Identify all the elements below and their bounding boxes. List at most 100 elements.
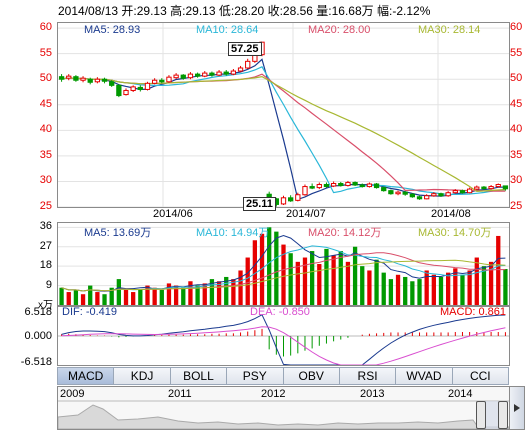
volume-bar bbox=[188, 281, 193, 305]
tab-obv[interactable]: OBV bbox=[282, 367, 340, 385]
tab-kdj[interactable]: KDJ bbox=[113, 367, 171, 385]
tab-psy[interactable]: PSY bbox=[226, 367, 284, 385]
volume-bar bbox=[88, 285, 93, 305]
price-ytick-right: 45 bbox=[510, 97, 523, 110]
nav-arrow-icon bbox=[514, 404, 520, 412]
volume-value: 16.68万 bbox=[331, 4, 374, 18]
price-ytick-left: 35 bbox=[39, 148, 52, 161]
candle-body bbox=[459, 190, 466, 194]
candle-body bbox=[474, 186, 480, 190]
tab-boll[interactable]: BOLL bbox=[169, 367, 228, 385]
dea-label: DEA: -0.850 bbox=[250, 306, 310, 318]
volume-bar bbox=[424, 270, 429, 305]
candle-body bbox=[359, 184, 365, 188]
volume-bar bbox=[431, 274, 436, 305]
volume-bar bbox=[123, 289, 129, 305]
nav-right-handle[interactable] bbox=[498, 401, 508, 429]
volume-bar bbox=[338, 251, 343, 305]
macd-label: MACD: 0.861 bbox=[440, 306, 507, 318]
nav-year-2012: 2012 bbox=[261, 388, 286, 400]
candle-body bbox=[202, 72, 208, 77]
price-ytick-right: 60 bbox=[510, 21, 523, 34]
nav-year-2014: 2014 bbox=[448, 388, 473, 400]
volume-ytick: 9 bbox=[45, 278, 52, 291]
vol-ma5-line bbox=[61, 234, 506, 292]
macd-ytick-zero: 0.000 bbox=[24, 330, 52, 342]
volume-bar bbox=[267, 227, 272, 305]
volume-bar bbox=[496, 235, 501, 305]
vol-ma30-line bbox=[61, 259, 506, 292]
low-callout: 25.11 bbox=[243, 197, 276, 211]
volume-bar bbox=[417, 279, 422, 305]
volume-bar bbox=[116, 279, 121, 305]
volume-panel[interactable] bbox=[57, 222, 510, 306]
volume-bar bbox=[59, 287, 64, 305]
volume-bar bbox=[209, 279, 215, 305]
date-tick-2014-06: 2014/06 bbox=[153, 208, 193, 220]
quote-header: 2014/08/13 开:29.13 高:29.13 低:28.20 收:28.… bbox=[58, 4, 431, 18]
candle-body bbox=[488, 186, 494, 190]
price-panel[interactable] bbox=[57, 22, 510, 208]
candle-body bbox=[73, 76, 79, 81]
high-value: 29.13 bbox=[185, 4, 216, 18]
nav-year-2013: 2013 bbox=[360, 388, 385, 400]
volume-bar bbox=[73, 289, 79, 305]
nav-left-handle[interactable] bbox=[476, 401, 486, 429]
ma30-label: MA30: 28.14 bbox=[418, 24, 481, 36]
candle-body bbox=[388, 190, 394, 195]
volume-bar bbox=[503, 269, 508, 305]
candle-body bbox=[416, 196, 423, 200]
volume-ytick: 36 bbox=[39, 220, 52, 233]
candle-body bbox=[109, 81, 115, 86]
date-tick-2014-08: 2014/08 bbox=[431, 208, 471, 220]
range-navigator[interactable]: 2009 2011 2012 2013 2014 bbox=[57, 386, 510, 430]
candle-body bbox=[180, 74, 186, 79]
tab-macd[interactable]: MACD bbox=[57, 367, 115, 385]
nav-year-2011: 2011 bbox=[168, 388, 192, 400]
volume-bar bbox=[166, 283, 172, 305]
tab-wvad[interactable]: WVAD bbox=[395, 367, 453, 385]
price-ytick-right: 50 bbox=[510, 72, 523, 85]
volume-bar bbox=[245, 257, 250, 305]
volume-chart bbox=[58, 226, 509, 305]
tab-cci[interactable]: CCI bbox=[451, 367, 509, 385]
volume-bar bbox=[281, 244, 286, 305]
ma10-label: MA10: 28.64 bbox=[196, 24, 259, 36]
candle-body bbox=[424, 195, 430, 200]
nav-year-2009: 2009 bbox=[60, 388, 85, 400]
candle-body bbox=[481, 186, 487, 190]
volume-bar bbox=[360, 266, 365, 305]
candle-body bbox=[309, 186, 315, 189]
volume-ytick: 27 bbox=[39, 239, 52, 252]
volume-bar bbox=[288, 253, 293, 305]
vol-ma10-label: MA10: 14.94万 bbox=[196, 227, 270, 239]
candle-body bbox=[302, 186, 308, 196]
volume-bar bbox=[95, 292, 100, 305]
dif-label: DIF: -0.419 bbox=[62, 306, 118, 318]
nav-scroll-button[interactable] bbox=[509, 386, 525, 430]
candle-body bbox=[280, 197, 287, 205]
candle-body bbox=[373, 183, 380, 189]
price-ytick-right: 35 bbox=[510, 148, 523, 161]
quote-date: 2014/08/13 bbox=[58, 4, 119, 18]
vol-ma30-label: MA30: 14.70万 bbox=[418, 227, 492, 239]
candle-body bbox=[245, 60, 251, 69]
volume-bar bbox=[317, 264, 322, 305]
ma10-line bbox=[61, 66, 506, 195]
close-value: 28.56 bbox=[282, 4, 313, 18]
candle-body bbox=[151, 79, 158, 84]
volume-bar bbox=[403, 276, 408, 305]
candle-body bbox=[502, 185, 509, 190]
volume-bar bbox=[331, 255, 336, 305]
candle-body bbox=[137, 86, 143, 90]
candle-body bbox=[345, 181, 351, 187]
candle-body bbox=[223, 71, 229, 75]
volume-unit: x万 bbox=[38, 300, 53, 311]
candle-body bbox=[144, 82, 151, 90]
candle-body bbox=[216, 71, 222, 76]
candle-body bbox=[445, 192, 451, 197]
vol-ma20-label: MA20: 14.12万 bbox=[308, 227, 382, 239]
macd-panel[interactable] bbox=[57, 306, 510, 366]
candle-body bbox=[409, 193, 416, 198]
tab-rsi[interactable]: RSI bbox=[338, 367, 397, 385]
